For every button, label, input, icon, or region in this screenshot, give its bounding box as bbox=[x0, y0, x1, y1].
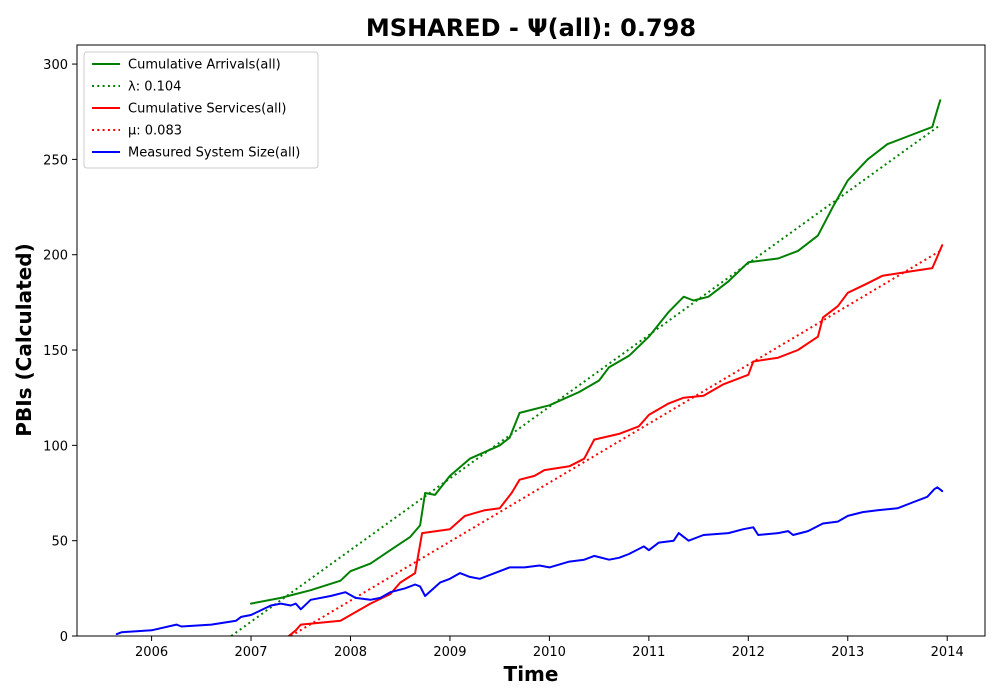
x-tick-label: 2012 bbox=[732, 645, 765, 660]
x-tick-label: 2007 bbox=[234, 645, 267, 660]
series-line-1 bbox=[250, 99, 942, 605]
y-tick-label: 250 bbox=[43, 153, 68, 168]
plot-frame bbox=[76, 44, 986, 637]
legend-label-4: μ: 0.083 bbox=[128, 124, 182, 139]
y-tick-label: 0 bbox=[60, 630, 68, 645]
x-tick-label: 2013 bbox=[831, 645, 864, 660]
chart-title: MSHARED - Ψ(all): 0.798 bbox=[366, 14, 696, 42]
series-line-4 bbox=[290, 250, 941, 636]
x-tick-label: 2006 bbox=[135, 645, 168, 660]
x-tick-label: 2014 bbox=[931, 645, 964, 660]
legend: Cumulative Arrivals(all) λ: 0.104 Cumulati… bbox=[83, 51, 319, 169]
y-tick-label: 200 bbox=[43, 249, 68, 264]
series-line-3 bbox=[287, 244, 944, 636]
y-axis-label: PBIs (Calculated) bbox=[12, 243, 36, 436]
legend-label-2: λ: 0.104 bbox=[128, 80, 181, 95]
series-line-5 bbox=[115, 486, 944, 636]
y-tick-label: 150 bbox=[43, 344, 68, 359]
y-tick-label: 100 bbox=[43, 439, 68, 454]
x-axis-label: Time bbox=[504, 662, 559, 686]
x-tick-label: 2008 bbox=[334, 645, 367, 660]
legend-label-3: Cumulative Services(all) bbox=[128, 102, 286, 117]
legend-label-5: Measured System Size(all) bbox=[128, 146, 300, 161]
x-tick-label: 2010 bbox=[533, 645, 566, 660]
x-axis: 2006 2007 2008 2009 2010 2011 2012 2013 2014 bbox=[135, 636, 964, 660]
plot-area bbox=[115, 99, 944, 636]
x-tick-label: 2011 bbox=[632, 645, 665, 660]
legend-label-1: Cumulative Arrivals(all) bbox=[128, 58, 281, 73]
y-tick-label: 50 bbox=[51, 535, 68, 550]
x-tick-label: 2009 bbox=[433, 645, 466, 660]
y-axis: 0 50 100 150 200 250 300 bbox=[43, 58, 77, 645]
y-tick-label: 300 bbox=[43, 58, 68, 73]
legend-box bbox=[83, 51, 319, 169]
